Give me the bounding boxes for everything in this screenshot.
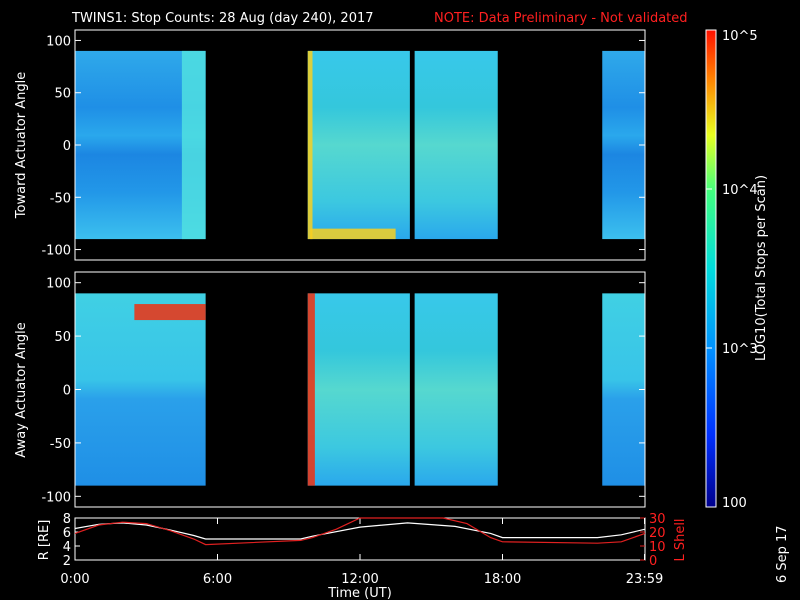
y-tick-right-label: 10 — [649, 540, 666, 555]
y-tick-label: 100 — [46, 34, 71, 49]
y-tick-right-label: 30 — [649, 512, 666, 527]
r-series-line — [74, 522, 646, 540]
y-tick-label: 100 — [46, 277, 71, 292]
away-y-axis: 100 50 0 -50 -100 — [41, 277, 645, 505]
feature-mark — [134, 304, 206, 321]
orbit-frame — [74, 517, 646, 561]
y-tick-label: 6 — [63, 526, 71, 541]
x-tick-label: 18:00 — [484, 572, 521, 587]
x-tick-label: 23:59 — [626, 572, 663, 587]
away-ylabel: Away Actuator Angle — [14, 322, 29, 457]
x-tick-label: 6:00 — [203, 572, 232, 587]
data-span — [602, 50, 645, 240]
y-tick-label: -100 — [41, 244, 71, 259]
colorbar-gradient — [705, 29, 717, 508]
colorbar-tick-label: 10^4 — [722, 183, 758, 198]
data-span — [414, 50, 498, 240]
toward-data-spans — [75, 50, 645, 240]
colorbar-label: LOG10(Total Stops per Scan) — [754, 175, 769, 361]
l-series-line — [74, 517, 646, 546]
colorbar-tick-label: 10^5 — [722, 29, 758, 44]
feature-mark — [307, 293, 315, 486]
x-tick-label: 12:00 — [341, 572, 378, 587]
orbit-left-ylabel: R [RE] — [37, 520, 52, 561]
data-span — [414, 293, 498, 486]
toward-ylabel: Toward Actuator Angle — [14, 72, 29, 219]
y-tick-label: 2 — [63, 554, 71, 569]
y-tick-label: 4 — [63, 540, 71, 555]
data-span — [75, 293, 206, 486]
feature-mark — [181, 50, 206, 240]
y-tick-label: 50 — [54, 330, 71, 345]
orbit-right-ylabel: L Shell — [673, 518, 688, 561]
feature-mark — [307, 50, 313, 240]
y-tick-label: -50 — [50, 191, 71, 206]
y-tick-label: 0 — [63, 139, 71, 154]
preliminary-note: NOTE: Data Preliminary - Not validated — [434, 11, 688, 26]
colorbar-tick-label: 10^3 — [722, 342, 758, 357]
y-tick-label: -50 — [50, 437, 71, 452]
feature-mark — [310, 228, 396, 240]
data-span — [307, 50, 410, 240]
x-axis-title: Time (UT) — [327, 586, 392, 600]
colorbar-tick-label: 100 — [722, 496, 747, 511]
data-span — [307, 293, 410, 486]
y-tick-label: 50 — [54, 87, 71, 102]
toward-y-axis: 100 50 0 -50 -100 — [41, 34, 645, 259]
away-panel: 100 50 0 -50 -100 Away Actuator Angle — [14, 271, 646, 508]
colorbar-ticks: 100 10^3 10^4 10^5 — [706, 29, 758, 511]
y-tick-label: 0 — [63, 384, 71, 399]
data-span — [602, 293, 645, 486]
toward-panel: 100 50 0 -50 -100 Toward Actuator Angle — [14, 29, 646, 261]
away-data-spans — [75, 293, 645, 486]
y-tick-right-label: 0 — [649, 554, 657, 569]
orbit-x-axis: 0:00 6:00 12:00 18:00 23:59 — [60, 518, 663, 587]
x-tick-label: 0:00 — [60, 572, 89, 587]
y-tick-right-label: 20 — [649, 526, 666, 541]
y-tick-label: 8 — [63, 512, 71, 527]
side-stamp: 6 Sep 17 — [775, 525, 790, 583]
colorbar: 100 10^3 10^4 10^5 LOG10(Total Stops per Sc… — [705, 29, 769, 511]
y-tick-label: -100 — [41, 490, 71, 505]
chart-title: TWINS1: Stop Counts: 28 Aug (day 240), 2… — [71, 11, 374, 26]
